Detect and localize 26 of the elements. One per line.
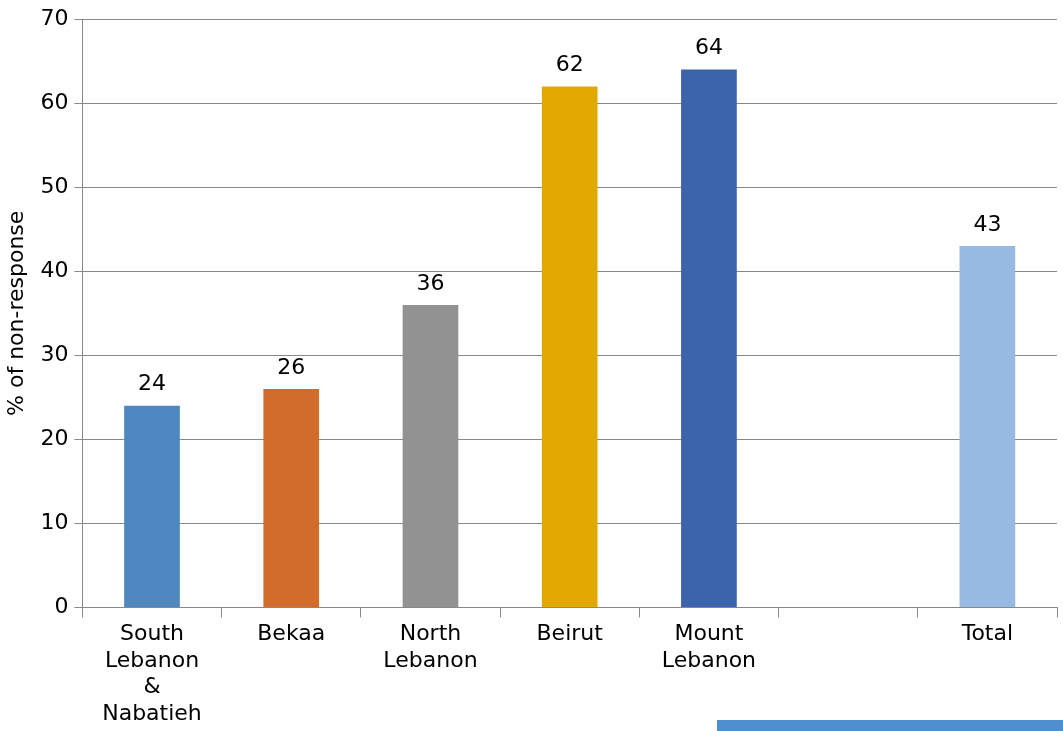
x-tick-label: North Lebanon bbox=[383, 620, 478, 672]
y-tick-label: 40 bbox=[40, 257, 69, 282]
y-tick-label: 10 bbox=[40, 509, 69, 535]
y-tick-label: 0 bbox=[54, 593, 69, 619]
bar bbox=[263, 388, 320, 607]
bar bbox=[959, 246, 1016, 607]
data-label: 62 bbox=[555, 51, 584, 77]
x-tick-label: Mount Lebanon bbox=[661, 620, 757, 672]
bar bbox=[681, 69, 737, 607]
y-tick-label: 20 bbox=[40, 425, 69, 451]
data-label: 64 bbox=[694, 34, 723, 60]
x-tick-label: South Lebanon & Nabatieh bbox=[102, 620, 202, 725]
y-tick-label: 50 bbox=[40, 172, 69, 198]
y-tick-label: 70 bbox=[40, 4, 69, 30]
x-tick-label: Total bbox=[960, 620, 1014, 646]
y-tick-label: 30 bbox=[40, 341, 69, 367]
data-label: 24 bbox=[138, 370, 167, 396]
data-label: 43 bbox=[973, 210, 1002, 236]
bar bbox=[541, 86, 598, 607]
data-label: 36 bbox=[416, 269, 445, 295]
bar bbox=[124, 405, 180, 607]
y-axis-title: % of non-response bbox=[2, 210, 28, 416]
y-tick-label: 60 bbox=[40, 88, 69, 114]
x-tick-label: Beirut bbox=[536, 620, 604, 646]
x-tick-label: Bekaa bbox=[257, 620, 326, 646]
data-label: 26 bbox=[277, 353, 306, 379]
